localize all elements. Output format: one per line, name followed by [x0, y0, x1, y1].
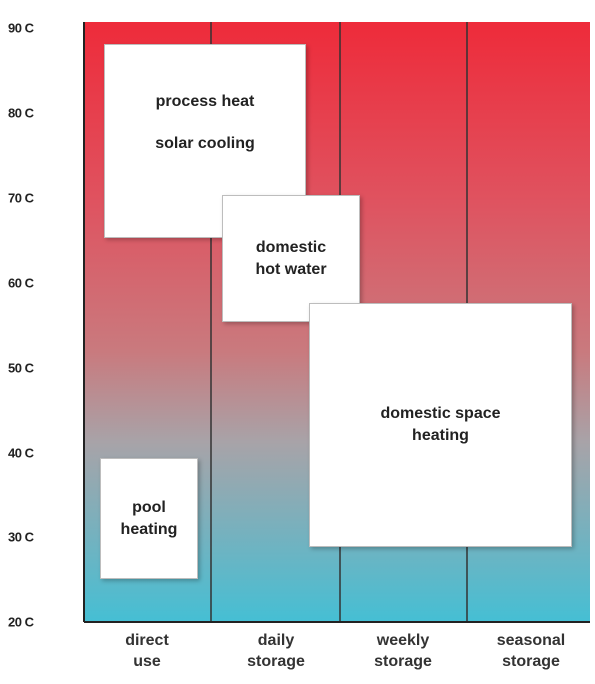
box-line: process heat [155, 93, 255, 110]
process-heat-box: process heat solar cooling [104, 44, 306, 238]
y-tick-label: 50 C [8, 360, 34, 376]
y-tick-label: 80 C [8, 105, 34, 121]
pool-heating-box: pool heating [100, 458, 198, 579]
y-tick-label: 20 C [8, 614, 34, 630]
x-category-line: use [133, 653, 161, 670]
x-category-weekly-storage: weekly storage [343, 630, 463, 672]
x-category-direct-use: direct use [87, 630, 207, 672]
domestic-space-heating-box: domestic space heating [309, 303, 572, 547]
x-category-line: storage [502, 653, 560, 670]
y-tick-label: 40 C [8, 445, 34, 461]
x-category-line: weekly [376, 632, 430, 649]
y-tick-label: 30 C [8, 529, 34, 545]
x-category-line: storage [374, 653, 432, 670]
box-line: hot water [255, 260, 327, 278]
y-tick-label: 60 C [8, 275, 34, 291]
x-category-seasonal-storage: seasonal storage [471, 630, 591, 672]
box-line: heating [120, 520, 178, 538]
x-category-line: storage [247, 653, 305, 670]
box-line: domestic space [380, 405, 501, 422]
x-category-daily-storage: daily storage [216, 630, 336, 672]
box-line: pool [132, 498, 166, 516]
y-tick-label: 70 C [8, 190, 34, 206]
domestic-hot-water-box: domestic hot water [222, 195, 360, 322]
box-line: heating [412, 427, 469, 444]
x-category-line: daily [257, 632, 295, 649]
box-line: domestic [255, 238, 327, 256]
x-category-line: seasonal [496, 632, 566, 649]
y-tick-label: 90 C [8, 20, 34, 36]
box-line: solar cooling [155, 135, 255, 152]
x-category-line: direct [125, 632, 169, 649]
